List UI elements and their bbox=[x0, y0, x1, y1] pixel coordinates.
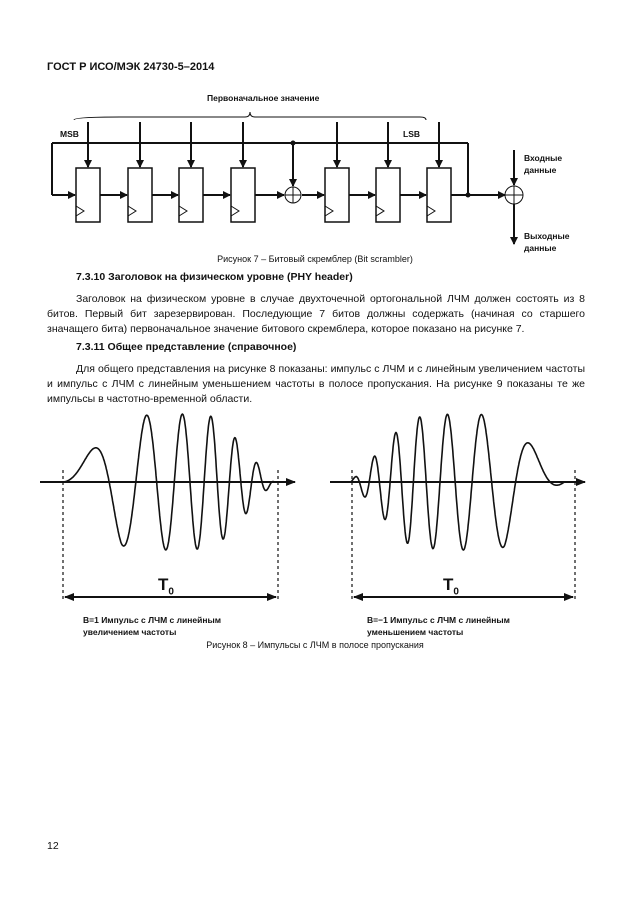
clock-input-icon bbox=[375, 205, 385, 217]
right-pulse-label: B=−1 Импульс с ЛЧМ с линейным уменьшением… bbox=[367, 614, 510, 638]
clock-input-icon bbox=[178, 205, 188, 217]
brace-label: Первоначальное значение bbox=[207, 93, 320, 103]
junction bbox=[465, 192, 471, 198]
label-line: B=1 Импульс с ЛЧМ с линейным bbox=[83, 615, 222, 625]
period-symbol: T bbox=[443, 575, 454, 594]
label-line: уменьшением частоты bbox=[367, 627, 464, 637]
period-symbol: T bbox=[158, 575, 169, 594]
clock-input-icon bbox=[426, 205, 436, 217]
section-heading-7-3-10: 7.3.10 Заголовок на физическом уровне (P… bbox=[76, 271, 353, 283]
figure7-caption: Рисунок 7 – Битовый скремблер (Bit scram… bbox=[217, 254, 413, 264]
up-chirp-waveform bbox=[62, 413, 285, 551]
brace bbox=[73, 111, 427, 121]
clock-input-icon bbox=[324, 205, 334, 217]
period-label-left: T0 bbox=[158, 575, 174, 597]
clock-input-icon bbox=[75, 205, 85, 217]
left-pulse-label: B=1 Импульс с ЛЧМ с линейным увеличением … bbox=[83, 614, 221, 638]
section-heading-7-3-11: 7.3.11 Общее представление (справочное) bbox=[76, 341, 297, 353]
section-paragraph-7-3-10: Заголовок на физическом уровне в случае … bbox=[47, 293, 585, 335]
bit-scrambler-diagram bbox=[51, 111, 524, 245]
label-line: увеличением частоты bbox=[83, 627, 177, 637]
label-line: Выходные bbox=[524, 231, 570, 241]
period-subscript: 0 bbox=[453, 586, 459, 598]
msb-label: MSB bbox=[60, 129, 79, 139]
lsb-label: LSB bbox=[403, 129, 420, 139]
document-header: ГОСТ Р ИСО/МЭК 24730-5–2014 bbox=[47, 61, 215, 73]
label-line: B=−1 Импульс с ЛЧМ с линейным bbox=[367, 615, 510, 625]
figure8-caption: Рисунок 8 – Импульсы с ЛЧМ в полосе проп… bbox=[206, 640, 424, 650]
down-chirp-waveform bbox=[350, 413, 575, 551]
shift-register bbox=[426, 167, 452, 223]
period-subscript: 0 bbox=[168, 586, 174, 598]
input-data-label: Входные данные bbox=[524, 152, 562, 176]
label-line: данные bbox=[524, 165, 557, 175]
label-line: данные bbox=[524, 243, 557, 253]
label-line: Входные bbox=[524, 153, 563, 163]
junction bbox=[290, 140, 296, 146]
output-data-label: Выходные данные bbox=[524, 230, 570, 254]
page-number: 12 bbox=[47, 840, 59, 852]
clock-input-icon bbox=[127, 205, 137, 217]
period-label-right: T0 bbox=[443, 575, 459, 597]
section-paragraph-7-3-11: Для общего представления на рисунке 8 по… bbox=[47, 363, 585, 405]
clock-input-icon bbox=[230, 205, 240, 217]
